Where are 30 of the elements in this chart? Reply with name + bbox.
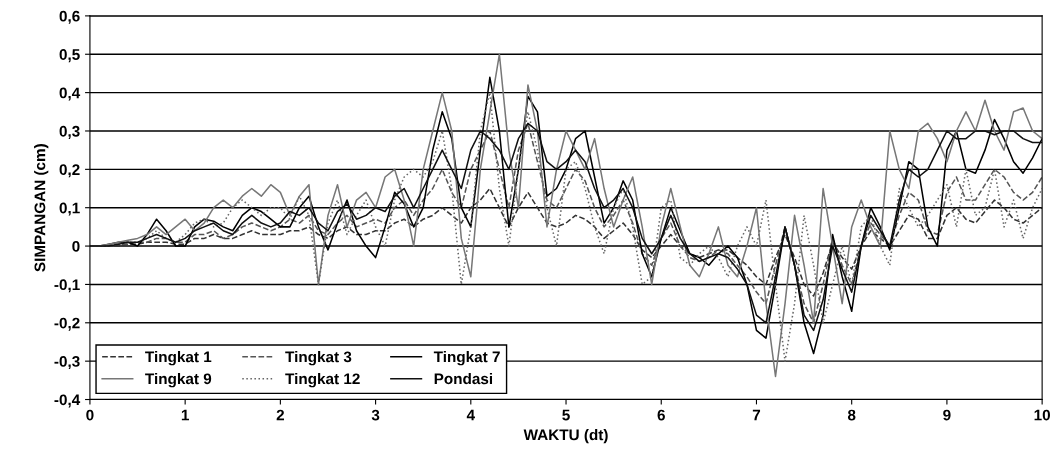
y-tick-label: 0,1 xyxy=(59,202,80,216)
x-tick-label: 7 xyxy=(752,409,761,421)
y-tick-label: 0,2 xyxy=(59,164,80,178)
y-tick-label: 0,5 xyxy=(59,49,80,63)
legend-label: Tingkat 12 xyxy=(285,372,360,388)
x-tick-label: 5 xyxy=(562,409,570,421)
legend-label: Tingkat 7 xyxy=(433,351,500,366)
y-tick-label: 0,4 xyxy=(59,87,81,101)
x-tick-label: 8 xyxy=(847,409,856,421)
y-tick-label: 0,3 xyxy=(59,125,80,139)
x-tick-label: 0 xyxy=(86,409,94,421)
x-tick-label: 2 xyxy=(276,409,285,421)
legend-label: Tingkat 3 xyxy=(285,351,352,366)
x-tick-label: 9 xyxy=(943,409,951,421)
y-tick-label: -0,1 xyxy=(54,279,80,293)
y-tick-label: 0,6 xyxy=(59,10,80,24)
legend-label: Pondasi xyxy=(434,372,493,385)
y-tick-label: -0,3 xyxy=(54,356,80,370)
y-tick-label: -0,4 xyxy=(54,394,81,408)
legend-label: Tingkat 9 xyxy=(145,372,212,388)
y-tick-label: -0,2 xyxy=(54,317,80,331)
y-axis-title: SIMPANGAN (cm) xyxy=(34,144,49,272)
x-tick-label: 3 xyxy=(371,409,380,421)
legend-label: Tingkat 1 xyxy=(145,351,212,366)
x-tick-label: 6 xyxy=(657,409,665,421)
x-tick-label: 10 xyxy=(1034,409,1050,421)
y-tick-label: 0 xyxy=(72,240,80,252)
x-tick-label: 1 xyxy=(181,409,189,421)
x-tick-label: 4 xyxy=(466,409,475,421)
x-axis-title: WAKTU (dt) xyxy=(523,429,608,444)
